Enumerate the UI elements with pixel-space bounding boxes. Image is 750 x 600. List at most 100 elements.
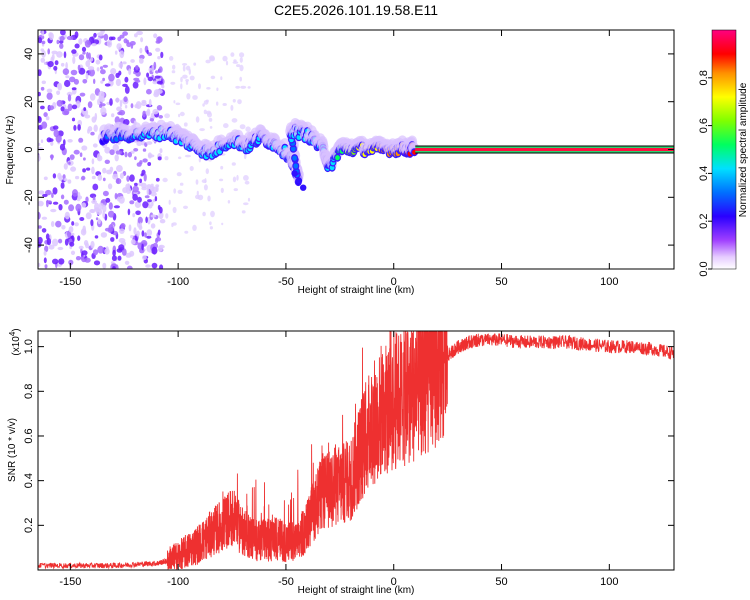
noise-speck [119,99,123,108]
noise-speck [107,183,113,190]
noise-speck [142,201,149,209]
noise-speck [143,77,147,86]
noise-speck [58,40,64,44]
noise-speck [67,139,73,143]
snr-ytick-label: 1.0 [23,339,35,354]
noise-speck [193,62,197,66]
noise-speck [52,125,59,130]
noise-speck [231,118,238,123]
noise-speck [71,49,77,54]
snr-xtick-label: -50 [278,576,294,588]
noise-speck [127,265,133,269]
noise-speck [134,156,137,161]
noise-speck [56,39,60,45]
noise-speck [154,75,161,79]
noise-speck [147,204,153,209]
noise-speck [164,113,171,119]
noise-speck [141,186,148,191]
noise-speck [130,235,134,239]
noise-speck [225,60,229,66]
noise-speck [48,105,54,111]
noise-speck [102,167,107,174]
spectrogram-ytick-label: 20 [23,96,35,108]
noise-speck [78,245,84,250]
noise-speck [146,235,152,239]
noise-speck [73,149,80,155]
noise-speck [91,166,95,175]
noise-speck [65,75,70,79]
noise-speck [126,175,130,182]
noise-speck [157,229,161,236]
noise-speck [115,178,122,185]
snr-ylabel: SNR (10 * v/v) [7,418,18,482]
noise-speck [145,216,148,224]
noise-speck [104,248,110,255]
noise-speck [147,76,154,82]
noise-speck [46,238,52,246]
noise-speck [52,258,59,265]
noise-speck [233,188,238,192]
noise-speck [61,225,66,230]
noise-speck [198,83,201,90]
spectrogram-noise [38,30,251,269]
noise-speck [38,236,43,244]
noise-speck [110,237,115,242]
snr-xtick-label: 100 [600,576,618,588]
spectrogram-panel: -150 -100 -50 0 50 100 -40 -20 0 20 40 Height of s… [5,29,675,296]
noise-speck [150,223,156,229]
noise-speck [91,158,95,165]
noise-speck [232,99,236,103]
noise-speck [82,51,86,55]
noise-speck [135,210,141,216]
noise-speck [119,172,124,179]
noise-speck [220,187,224,193]
noise-speck [115,72,120,78]
noise-speck [112,249,116,257]
noise-speck [67,94,72,102]
noise-speck [57,172,62,180]
noise-speck [150,191,157,197]
noise-speck [104,159,111,164]
noise-speck [243,153,247,160]
noise-speck [156,105,163,111]
noise-speck [59,36,65,41]
noise-speck [70,166,77,172]
noise-speck [118,62,124,69]
colorbar-tick-label: 0.2 [698,214,710,229]
noise-speck [148,99,152,107]
noise-speck [51,50,58,55]
snr-frame [37,330,675,571]
noise-speck [91,199,97,204]
noise-speck [142,110,146,118]
colorbar: 0.0 0.2 0.4 0.6 0.8 Normalized spectral ampl… [698,29,749,277]
noise-speck [110,68,117,75]
noise-speck [192,224,197,231]
noise-speck [62,174,66,180]
noise-speck [216,101,219,106]
noise-speck [206,87,211,90]
noise-speck [184,154,191,158]
noise-speck [104,213,108,221]
noise-speck [58,204,63,211]
noise-speck [122,61,127,65]
noise-speck [38,91,41,97]
noise-speck [208,117,213,122]
noise-speck [42,193,48,198]
noise-speck [147,216,151,225]
noise-speck [236,64,241,68]
noise-speck [98,90,105,99]
snr-ytick-label: 0.8 [23,384,35,399]
noise-speck [70,250,76,255]
noise-speck [77,191,81,199]
noise-speck [185,80,189,85]
noise-speck [124,104,128,109]
snr-scale-close: ) [11,328,22,331]
noise-speck [116,43,122,50]
noise-speck [115,264,119,269]
noise-speck [147,52,153,57]
noise-speck [203,100,209,105]
noise-speck [38,142,41,147]
noise-speck [86,51,89,59]
noise-speck [66,91,73,97]
spectrogram-ytick-label: 40 [23,48,35,60]
